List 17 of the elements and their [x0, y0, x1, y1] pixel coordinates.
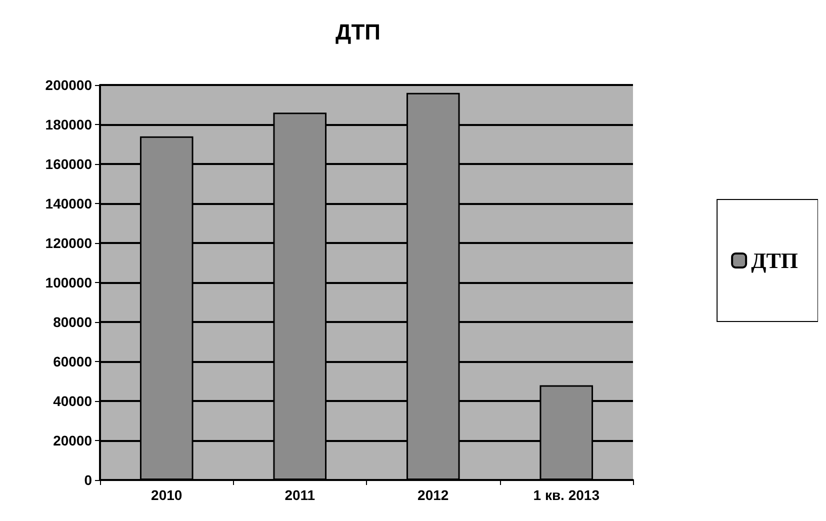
legend-label: ДТП — [751, 248, 798, 273]
y-tick-label: 20000 — [53, 432, 92, 448]
y-tick-label: 120000 — [45, 235, 92, 251]
x-tick-label: 1 кв. 2013 — [533, 487, 600, 503]
y-tick-label: 180000 — [45, 116, 92, 132]
y-tick-label: 60000 — [53, 354, 92, 370]
x-tick-label: 2012 — [418, 487, 449, 503]
x-tick-label: 2011 — [284, 487, 316, 503]
y-tick-label: 200000 — [45, 77, 92, 93]
chart-title: ДТП — [336, 20, 380, 44]
x-tick-label: 2010 — [151, 487, 182, 503]
y-tick-label: 80000 — [53, 314, 92, 330]
y-tick-label: 100000 — [45, 274, 92, 290]
y-tick-label: 40000 — [53, 393, 92, 409]
y-tick-label: 140000 — [45, 196, 92, 212]
y-tick-label: 160000 — [45, 156, 92, 172]
y-tick-label: 0 — [84, 472, 92, 488]
